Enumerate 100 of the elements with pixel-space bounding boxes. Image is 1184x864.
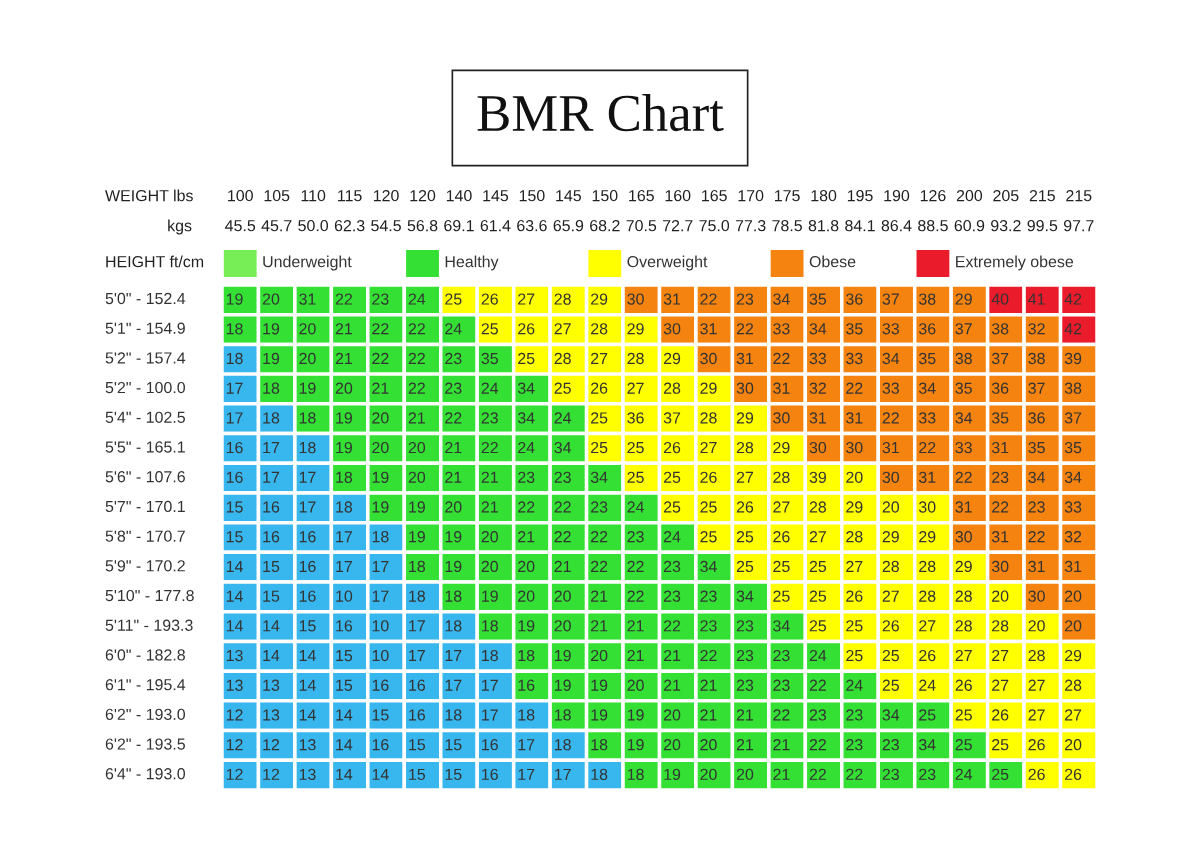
data-label: 29 (700, 382, 717, 394)
data-label: 28 (846, 531, 863, 543)
data-label: 25 (773, 560, 790, 573)
data-label: 30 (627, 293, 644, 305)
data-label: 37 (991, 352, 1009, 365)
data-label: 29 (627, 323, 644, 335)
data-label: 17 (409, 620, 425, 632)
data-label: 22 (554, 531, 571, 543)
data-label: 21 (554, 560, 571, 572)
data-label: 28 (773, 471, 790, 483)
data-label: 26 (1028, 739, 1045, 751)
data-label: 37 (955, 323, 972, 335)
data-label: 25 (992, 768, 1009, 781)
data-label: 22 (591, 531, 608, 543)
data-label: 26 (919, 649, 936, 662)
data-label: 18 (445, 709, 462, 721)
data-label: 19 (372, 501, 389, 513)
data-label: 18 (299, 412, 316, 424)
data-label: 23 (809, 709, 827, 721)
data-label: 24 (809, 649, 827, 662)
data-label: 19 (518, 620, 535, 632)
data-label: 19 (664, 768, 681, 781)
data-label: 23 (627, 531, 644, 543)
data-label: 27 (882, 590, 899, 602)
data-label: 34 (517, 382, 535, 394)
data-label: 17 (263, 471, 280, 483)
x-tick-label: 150 68.2 (590, 189, 620, 232)
data-label: 18 (554, 709, 571, 721)
data-label: 14 (336, 768, 353, 780)
data-label: 15 (263, 590, 280, 602)
data-label: 28 (627, 352, 644, 365)
data-label: 18 (591, 768, 608, 781)
data-label: 18 (591, 739, 608, 751)
data-label: 33 (918, 412, 936, 424)
data-label: 34 (590, 471, 608, 483)
data-label: 25 (955, 739, 972, 751)
data-label: 33 (955, 441, 972, 454)
data-label: 34 (882, 709, 900, 721)
y-axis-title: HEIGHT ft/cm (106, 255, 204, 268)
data-label: 16 (482, 768, 498, 781)
data-label: 30 (882, 471, 900, 483)
data-label: 25 (736, 560, 754, 573)
data-label: 31 (991, 531, 1009, 543)
x-tick-label: 115 62.3 (334, 190, 365, 232)
data-label: 19 (409, 501, 425, 513)
data-label: 12 (263, 768, 280, 780)
data-label: 31 (955, 501, 972, 513)
data-label: 19 (226, 293, 243, 305)
data-label: 15 (336, 679, 353, 691)
data-label: 13 (226, 679, 243, 691)
data-label: 22 (882, 412, 899, 424)
data-label: 14 (336, 709, 353, 721)
data-label: 22 (846, 382, 863, 394)
data-label: 17 (518, 739, 535, 751)
data-label: 29 (882, 531, 899, 543)
x-tick-label: 100 45.5 (225, 189, 256, 232)
data-label: 22 (408, 323, 425, 335)
data-label: 28 (1064, 679, 1082, 691)
data-label: 38 (955, 352, 972, 365)
data-label: 20 (262, 293, 280, 305)
data-label: 33 (773, 323, 790, 335)
x-tick-label: 126 88.5 (918, 189, 948, 232)
legend-label: Extremely obese (956, 255, 1074, 271)
legend-label: Overweight (627, 255, 708, 271)
data-label: 17 (482, 709, 498, 721)
data-label: 23 (736, 620, 754, 632)
data-label: 21 (627, 649, 644, 662)
data-label: 13 (263, 679, 280, 691)
data-label: 18 (554, 739, 571, 751)
data-label: 12 (226, 709, 243, 721)
data-label: 25 (809, 560, 827, 573)
data-label: 20 (627, 679, 644, 691)
data-label: 15 (409, 739, 426, 751)
data-label: 28 (736, 441, 754, 454)
data-label: 10 (372, 620, 389, 632)
data-label: 14 (226, 590, 243, 602)
data-label: 21 (773, 739, 790, 751)
x-tick-label: 215 99.5 (1027, 189, 1058, 232)
data-label: 28 (809, 501, 827, 513)
data-label: 29 (736, 412, 754, 424)
data-label: 35 (991, 412, 1009, 424)
data-label: 20 (299, 323, 316, 335)
data-label: 20 (663, 709, 681, 721)
data-label: 25 (591, 412, 608, 424)
data-label: 28 (919, 590, 936, 602)
data-label: 19 (627, 739, 644, 751)
data-label: 20 (700, 739, 717, 751)
data-label: 24 (408, 293, 426, 305)
data-label: 26 (591, 382, 608, 394)
data-label: 25 (809, 620, 827, 632)
data-label: 29 (955, 560, 972, 573)
data-label: 34 (1064, 471, 1082, 483)
data-label: 20 (663, 739, 681, 751)
data-label: 16 (299, 531, 316, 543)
data-label: 30 (736, 382, 754, 394)
data-label: 14 (299, 679, 316, 691)
data-label: 17 (336, 531, 352, 543)
data-label: 22 (408, 352, 425, 364)
data-label: 20 (846, 471, 863, 483)
data-label: 28 (992, 620, 1009, 632)
